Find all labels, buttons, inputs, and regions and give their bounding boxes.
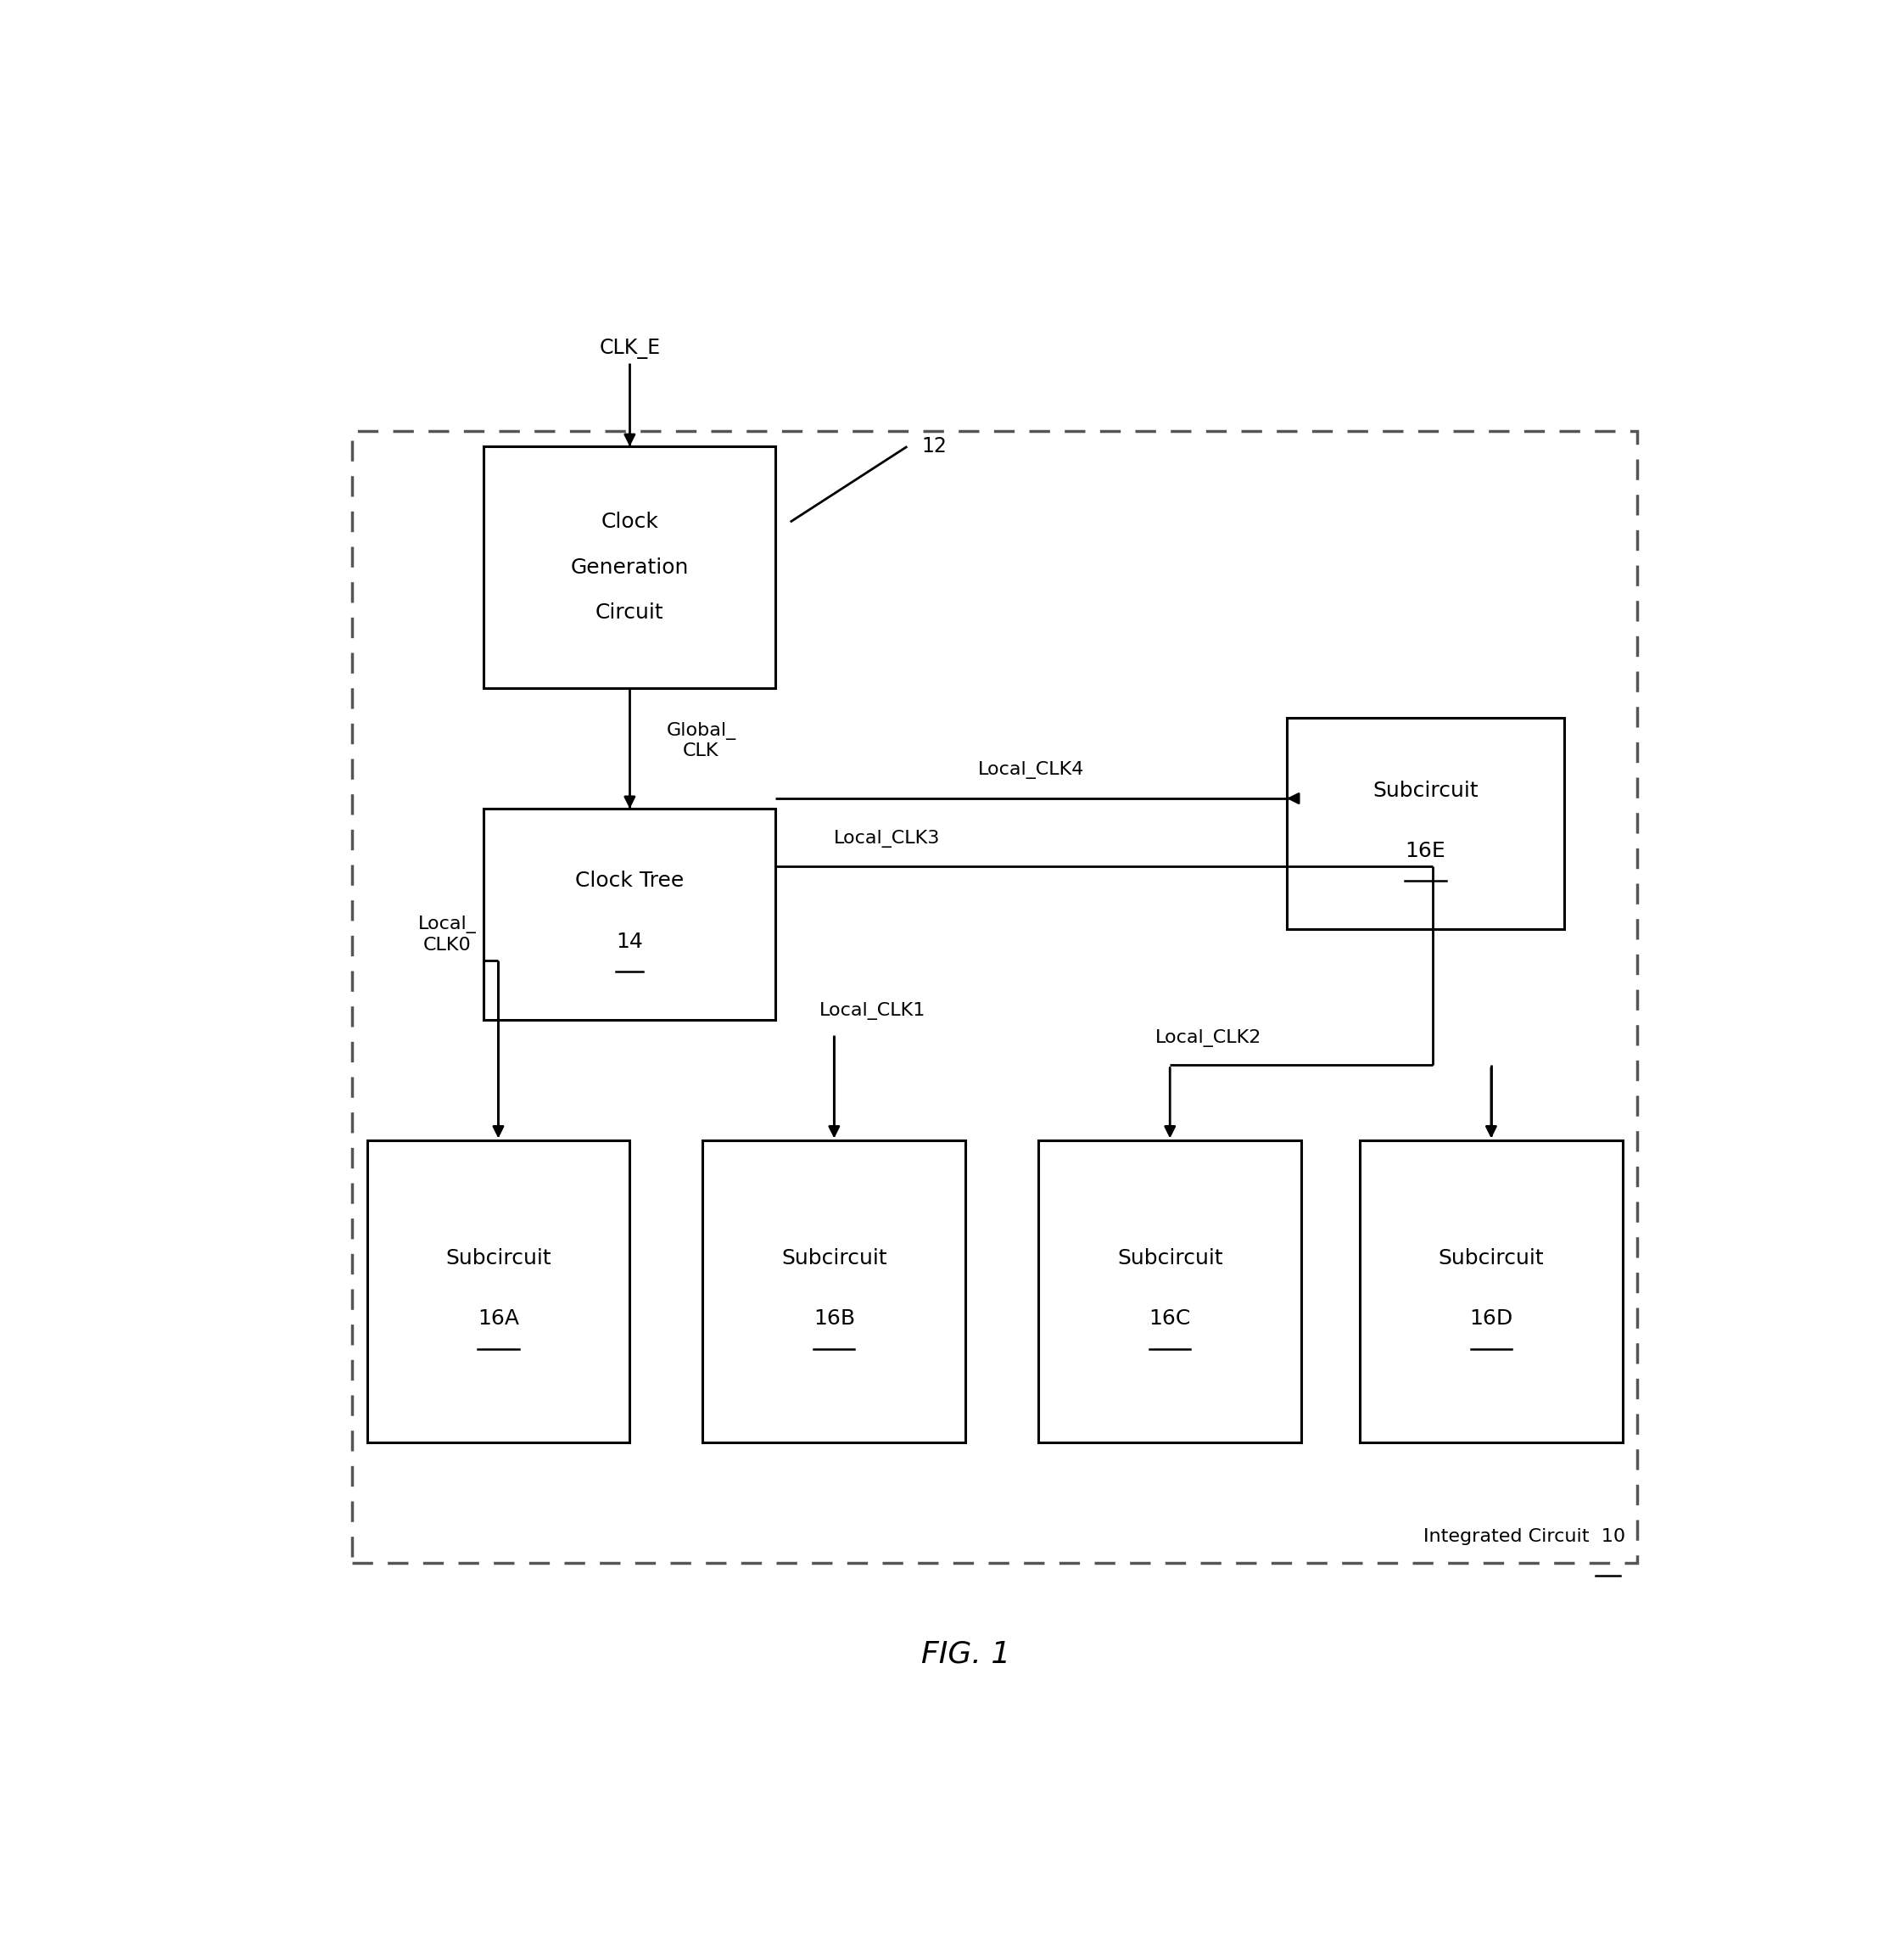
Text: Subcircuit: Subcircuit: [1437, 1249, 1545, 1268]
Text: Clock: Clock: [601, 512, 659, 531]
FancyBboxPatch shape: [367, 1141, 629, 1443]
Text: Subcircuit: Subcircuit: [1117, 1249, 1223, 1268]
Text: Subcircuit: Subcircuit: [445, 1249, 552, 1268]
Text: Circuit: Circuit: [595, 602, 663, 623]
Text: Subcircuit: Subcircuit: [782, 1249, 887, 1268]
Text: Global_
CLK: Global_ CLK: [667, 721, 737, 760]
FancyBboxPatch shape: [484, 809, 776, 1019]
Text: Local_
CLK0: Local_ CLK0: [418, 915, 477, 953]
FancyBboxPatch shape: [703, 1141, 966, 1443]
Text: 12: 12: [921, 437, 948, 457]
FancyBboxPatch shape: [1287, 717, 1564, 929]
Text: 16B: 16B: [814, 1309, 855, 1329]
Text: 14: 14: [616, 931, 642, 953]
Text: 16E: 16E: [1405, 841, 1445, 860]
FancyBboxPatch shape: [484, 447, 776, 688]
Text: Clock Tree: Clock Tree: [575, 870, 684, 892]
Text: 16A: 16A: [477, 1309, 520, 1329]
Text: Integrated Circuit  10: Integrated Circuit 10: [1424, 1529, 1626, 1544]
FancyBboxPatch shape: [1360, 1141, 1622, 1443]
Text: Local_CLK2: Local_CLK2: [1155, 1029, 1262, 1047]
Text: FIG. 1: FIG. 1: [921, 1639, 1010, 1668]
Text: 16D: 16D: [1470, 1309, 1513, 1329]
Text: Local_CLK4: Local_CLK4: [978, 760, 1085, 778]
Text: 16C: 16C: [1149, 1309, 1191, 1329]
Text: Subcircuit: Subcircuit: [1373, 780, 1479, 802]
Text: Local_CLK1: Local_CLK1: [820, 1002, 925, 1019]
Text: CLK_E: CLK_E: [599, 339, 659, 359]
Text: Local_CLK3: Local_CLK3: [835, 831, 940, 849]
Text: Generation: Generation: [571, 557, 690, 578]
FancyBboxPatch shape: [1038, 1141, 1302, 1443]
